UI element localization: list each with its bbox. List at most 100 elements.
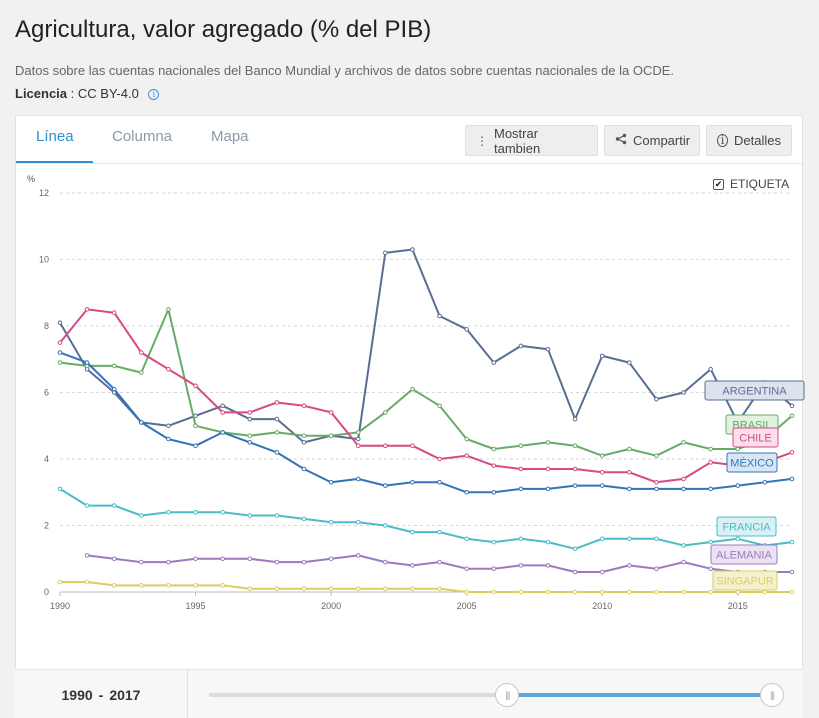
- label-toggle[interactable]: ✔ ETIQUETA: [713, 177, 789, 191]
- data-point: [572, 546, 578, 552]
- license-value: : CC BY-4.0: [70, 86, 139, 101]
- data-point: [464, 453, 469, 458]
- data-point: [789, 450, 795, 455]
- tab-map[interactable]: Mapa: [211, 128, 249, 145]
- data-point: [328, 433, 334, 439]
- data-point: [301, 516, 307, 522]
- data-point: [789, 413, 795, 419]
- data-point: [735, 589, 741, 595]
- series-line-méxico: [59, 351, 793, 494]
- share-label: Compartir: [633, 133, 691, 148]
- show-also-button[interactable]: ⋮ Mostrar tambien: [465, 125, 598, 156]
- data-point: [193, 556, 198, 562]
- data-point: [220, 403, 225, 409]
- y-tick-label: 2: [44, 521, 49, 531]
- series-label: CHILE: [739, 433, 771, 445]
- data-point: [301, 403, 307, 409]
- data-point: [518, 343, 524, 349]
- data-point: [627, 446, 632, 452]
- series-line-brasil: [59, 308, 793, 457]
- data-point: [111, 556, 117, 562]
- series-line-francia: [59, 488, 793, 550]
- data-point: [328, 556, 334, 562]
- series-label: FRANCIA: [722, 522, 771, 534]
- data-point: [789, 539, 795, 545]
- data-point: [193, 509, 198, 515]
- data-point: [681, 390, 686, 395]
- share-button[interactable]: Compartir: [604, 125, 700, 156]
- data-point: [464, 489, 469, 495]
- data-point: [247, 433, 253, 439]
- data-point: [84, 360, 90, 365]
- data-point: [491, 489, 497, 495]
- data-point: [84, 503, 90, 508]
- series-label: ARGENTINA: [722, 386, 787, 398]
- data-point: [599, 453, 605, 458]
- data-point: [681, 486, 686, 492]
- data-point: [355, 519, 361, 525]
- data-point: [139, 370, 144, 375]
- data-point: [139, 559, 144, 565]
- data-point: [57, 579, 63, 585]
- y-tick-label: 10: [39, 255, 49, 265]
- data-point: [681, 589, 686, 595]
- data-point: [681, 476, 686, 482]
- range-end-handle[interactable]: |||: [760, 683, 784, 707]
- data-point: [491, 539, 497, 545]
- data-point: [193, 583, 198, 588]
- data-point: [545, 539, 551, 545]
- data-point: [654, 396, 659, 402]
- data-point: [355, 586, 361, 591]
- data-point: [383, 559, 388, 565]
- series-label: ALEMANIA: [716, 550, 772, 562]
- data-point: [111, 363, 117, 369]
- data-point: [57, 486, 63, 492]
- data-point: [355, 553, 361, 558]
- share-icon: [615, 133, 627, 148]
- x-tick-label: 2000: [321, 601, 341, 611]
- data-point: [762, 479, 768, 485]
- data-point: [139, 420, 144, 425]
- data-point: [410, 529, 415, 535]
- data-point: [274, 513, 280, 518]
- details-button[interactable]: i Detalles: [706, 125, 792, 156]
- x-tick-label: 2010: [592, 601, 612, 611]
- data-point: [491, 463, 497, 468]
- data-point: [545, 486, 551, 492]
- y-axis-unit: %: [27, 174, 35, 184]
- data-point: [491, 589, 497, 595]
- more-vertical-icon: ⋮: [476, 133, 488, 148]
- data-point: [654, 536, 659, 542]
- range-slider-track[interactable]: [209, 693, 772, 697]
- data-point: [437, 456, 442, 462]
- data-point: [491, 360, 497, 365]
- data-point: [166, 509, 171, 515]
- data-point: [166, 423, 171, 429]
- data-point: [627, 360, 632, 365]
- data-point: [654, 479, 659, 485]
- info-circle-icon: i: [717, 134, 729, 147]
- data-point: [383, 443, 388, 449]
- series-label-box: [710, 544, 778, 565]
- y-tick-label: 12: [39, 188, 49, 198]
- data-point: [681, 543, 686, 548]
- data-point: [274, 586, 280, 591]
- info-icon[interactable]: i: [148, 89, 160, 100]
- data-point: [735, 446, 741, 452]
- chart-panel: Línea Columna Mapa ⋮ Mostrar tambien Com…: [15, 115, 803, 718]
- data-point: [220, 430, 225, 435]
- data-point: [545, 466, 551, 472]
- data-point: [789, 476, 795, 482]
- data-point: [274, 430, 280, 435]
- tab-line[interactable]: Línea: [36, 128, 74, 145]
- range-start-handle[interactable]: |||: [495, 683, 520, 707]
- year-range-label: 1990 - 2017: [15, 670, 188, 718]
- range-start: 1990: [61, 686, 93, 703]
- range-slider-fill: [507, 693, 772, 697]
- label-checkbox-icon[interactable]: ✔: [713, 178, 724, 190]
- tab-column[interactable]: Columna: [112, 128, 173, 145]
- data-point: [220, 556, 225, 562]
- data-point: [355, 436, 361, 442]
- range-end: 2017: [109, 686, 141, 703]
